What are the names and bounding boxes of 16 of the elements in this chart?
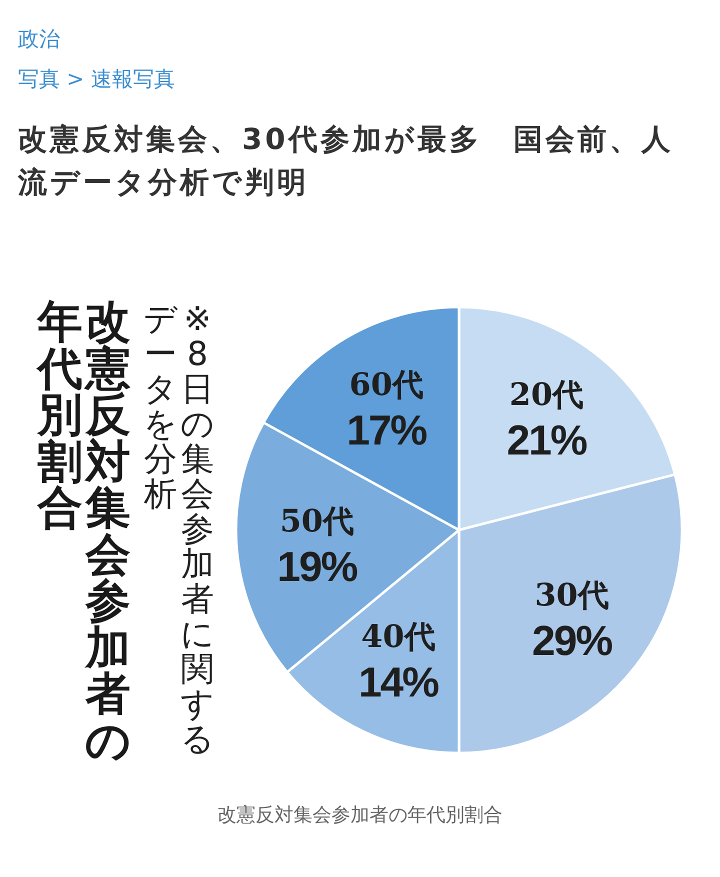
- annotation: 政治: [18, 26, 60, 53]
- title: 改憲反対集会参加者の年代別割合: [36, 299, 132, 766]
- subtitle: ※8日の集会参加者に関するデータを分析: [142, 301, 216, 758]
- slice-label: 50代: [280, 503, 354, 540]
- data-label: 14%: [358, 658, 440, 706]
- data-label: 21%: [506, 416, 588, 464]
- data-label: 29%: [532, 616, 613, 664]
- data-label: 19%: [277, 542, 358, 590]
- slice-label: 30代: [534, 577, 609, 614]
- annotation: 写真 > 速報写真: [18, 66, 175, 93]
- data-label: 17%: [346, 406, 428, 454]
- slice-label: 60代: [349, 367, 424, 404]
- slice-label: 40代: [361, 619, 436, 656]
- annotation: 改憲反対集会、30代参加が最多 国会前、人流データ分析で判明: [18, 121, 674, 201]
- annotation: 改憲反対集会参加者の年代別割合: [216, 803, 504, 828]
- slice-label: 20代: [509, 377, 584, 414]
